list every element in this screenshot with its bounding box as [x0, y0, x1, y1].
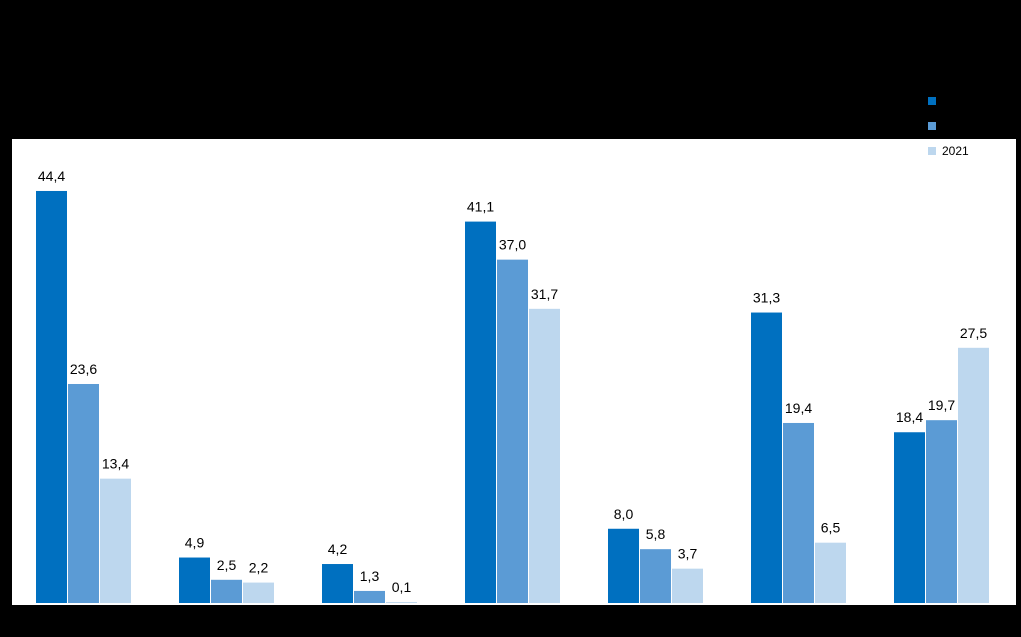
bar-series-3-cat-1: [100, 478, 131, 603]
data-label-series-2-cat-1: 23,6: [70, 361, 97, 377]
plot-area: 44,4 23,6 13,4 4,9 2,5 2,2 4,2 1,3 0,1 41,1 37,0 31…: [12, 139, 1016, 605]
bar-series-3-cat-2: [243, 582, 274, 603]
data-label-series-3-cat-1: 13,4: [102, 456, 129, 472]
data-label-series-3-cat-2: 2,2: [249, 560, 269, 576]
data-label-series-2-cat-2: 2,5: [217, 557, 237, 573]
bar-series-2-cat-2: [211, 579, 242, 603]
data-label-series-1-cat-4: 41,1: [467, 199, 494, 215]
bar-series-1-cat-4: [465, 221, 496, 603]
data-label-series-3-cat-4: 31,7: [531, 286, 558, 302]
bar-series-3-cat-4: [529, 308, 560, 603]
bar-series-3-cat-5: [672, 568, 703, 603]
bar-series-2-cat-1: [68, 383, 99, 603]
bar-series-2-cat-5: [640, 549, 671, 603]
bar-series-2-cat-6: [783, 422, 814, 603]
bar-series-1-cat-2: [179, 557, 210, 603]
data-label-series-2-cat-3: 1,3: [360, 568, 380, 584]
legend: 2021: [928, 88, 1008, 163]
data-label-series-3-cat-7: 27,5: [960, 325, 987, 341]
legend-item-series-3: 2021: [928, 138, 1008, 163]
data-label-series-2-cat-5: 5,8: [646, 526, 666, 542]
data-label-series-1-cat-7: 18,4: [896, 409, 923, 425]
legend-label-series-3: 2021: [942, 143, 969, 158]
data-label-series-1-cat-3: 4,2: [328, 541, 348, 557]
bar-series-2-cat-3: [354, 590, 385, 603]
data-label-series-2-cat-7: 19,7: [928, 397, 955, 413]
bar-series-1-cat-1: [36, 190, 67, 603]
bar-series-1-cat-6: [751, 312, 782, 603]
legend-swatch-series-1: [928, 96, 936, 105]
data-label-series-3-cat-5: 3,7: [678, 546, 698, 562]
data-label-series-1-cat-6: 31,3: [753, 290, 780, 306]
bar-chart: 44,4 23,6 13,4 4,9 2,5 2,2 4,2 1,3 0,1 41,1 37,0 31…: [36, 168, 989, 603]
bar-series-3-cat-7: [958, 347, 989, 603]
legend-swatch-series-3: [928, 146, 936, 155]
data-label-series-2-cat-4: 37,0: [499, 237, 526, 253]
data-label-series-1-cat-1: 44,4: [38, 168, 65, 184]
bar-series-3-cat-6: [815, 542, 846, 603]
bar-series-3-cat-3: [386, 602, 417, 603]
data-label-series-1-cat-2: 4,9: [185, 535, 205, 551]
bar-series-2-cat-7: [926, 420, 957, 603]
data-label-series-3-cat-6: 6,5: [821, 520, 841, 536]
bar-series-1-cat-3: [322, 564, 353, 603]
legend-item-series-2: [928, 113, 1008, 138]
data-label-series-1-cat-5: 8,0: [614, 506, 634, 522]
legend-swatch-series-2: [928, 121, 936, 130]
bar-series-2-cat-4: [497, 259, 528, 603]
bar-series-1-cat-7: [894, 432, 925, 603]
data-label-series-2-cat-6: 19,4: [785, 400, 812, 416]
bar-series-1-cat-5: [608, 528, 639, 603]
legend-item-series-1: [928, 88, 1008, 113]
data-label-series-3-cat-3: 0,1: [392, 579, 412, 595]
